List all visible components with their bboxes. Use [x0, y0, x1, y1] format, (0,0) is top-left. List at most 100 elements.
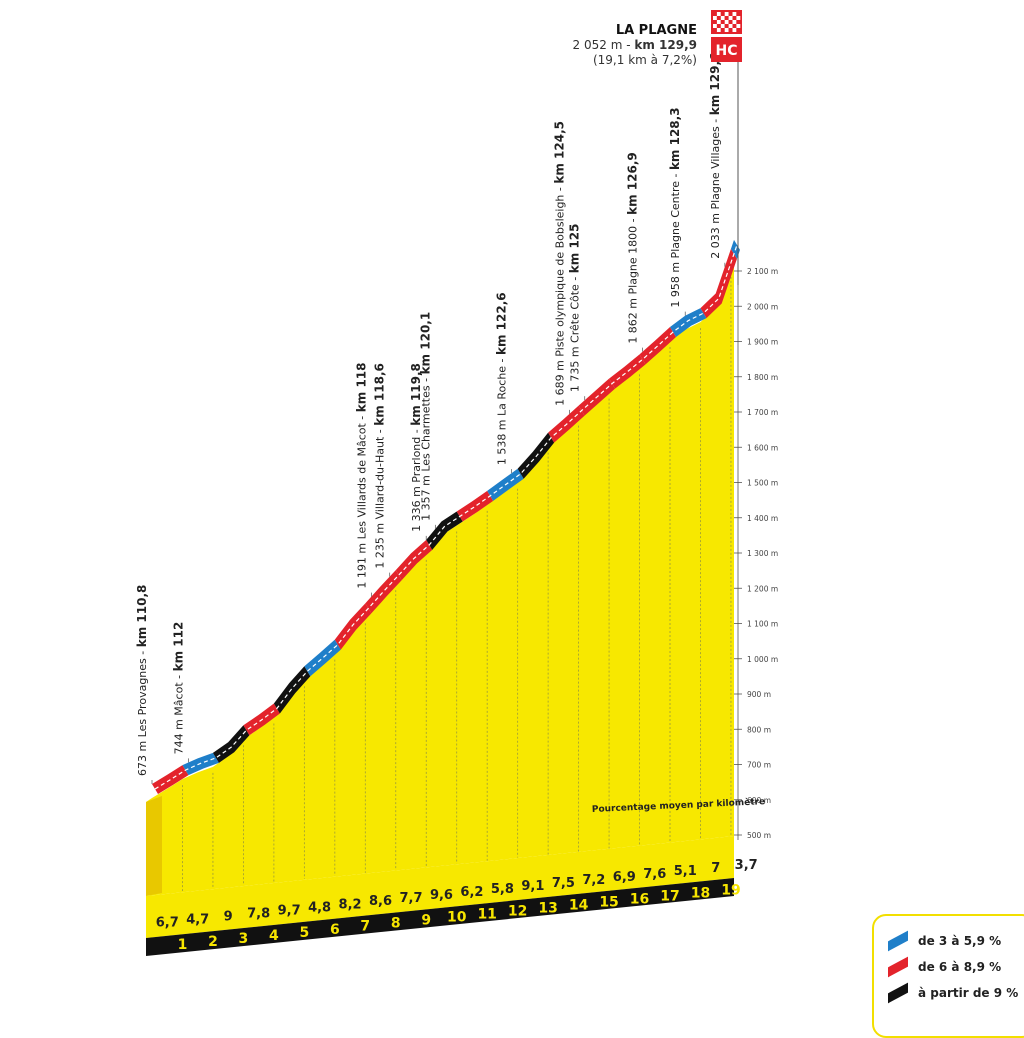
flag-square [724, 28, 729, 32]
gradient-value-label: 7 [711, 861, 720, 876]
gradient-value-label: 9 [224, 909, 233, 924]
gradient-value-label: 7,7 [399, 891, 422, 906]
altitude-tick-label: 1 600 m [747, 443, 778, 452]
waypoint-name: 1 235 m Villard-du-Haut - [374, 426, 387, 569]
black-swatch-icon [888, 982, 908, 1004]
gradient-value-label: 9,1 [521, 879, 544, 894]
gradient-strip [146, 836, 734, 938]
waypoint-km: km 120,1 [418, 312, 432, 375]
gradient-segment [609, 354, 646, 389]
gradient-segment [304, 639, 341, 677]
gradient-legend: de 3 à 5,9 % de 6 à 8,9 % à partir de 9 … [872, 914, 1024, 1038]
gradient-value-label: 5,1 [674, 864, 697, 879]
waypoint-name: 1 357 m Les Charmettes - [419, 374, 432, 520]
waypoint-name: 673 m Les Provagnes - [136, 647, 149, 776]
waypoint-name: 1 191 m Les Villards de Mâcot - [355, 412, 368, 588]
waypoint-label: 744 m Mâcot - km 112 [172, 622, 186, 755]
flag-square [732, 12, 737, 16]
profile-side [146, 796, 162, 896]
flag-square [728, 20, 733, 24]
waypoint-label: 1 336 m Prarlond - km 119,8 [409, 363, 423, 532]
summit-name: LA PLAGNE [616, 23, 697, 38]
altitude-tick-label: 600 m [747, 796, 771, 805]
waypoint-km: km 128,3 [668, 107, 682, 170]
flag-square [713, 20, 717, 24]
gradient-value-label: 4,8 [308, 900, 331, 915]
summit-info-line1: 2 052 m - km 129,9 [573, 38, 697, 52]
km-marker-label: 15 [599, 894, 618, 910]
km-marker-label: 16 [630, 891, 649, 907]
waypoint-km: km 118 [354, 362, 368, 412]
checkered-flag-icon [711, 10, 742, 34]
gradient-value-label: 6,9 [613, 870, 636, 885]
waypoint-name: 1 735 m Crête Côte - [569, 273, 582, 392]
gradient-value-label: 7,2 [582, 873, 605, 888]
profile-fill [146, 253, 734, 897]
waypoint-name: 2 033 m Plagne Villages - [709, 115, 722, 258]
legend-item-6-9: de 6 à 8,9 % [888, 956, 1002, 978]
waypoint-labels: 673 m Les Provagnes - km 110,8 744 m Mâco… [135, 53, 726, 785]
legend-item-3-6: de 3 à 5,9 % [888, 930, 1001, 952]
altitude-tick-label: 1 200 m [747, 584, 778, 593]
gradient-labels: 6,7 4,7 9 7,8 9,7 4,8 8,2 8,6 7,7 9,6 6,2 5,8 9,1 7,5… [156, 858, 758, 931]
summit-info-line2: (19,1 km à 7,2%) [593, 53, 697, 67]
waypoint-label: 1 862 m Plagne 1800 - km 126,9 [626, 152, 640, 343]
waypoint-km: km 125 [568, 223, 582, 273]
km-strip [146, 878, 734, 956]
waypoint-name: 1 862 m Plagne 1800 - [627, 215, 640, 344]
waypoint-km: km 122,6 [495, 292, 509, 355]
legend-label: de 6 à 8,9 % [918, 960, 1002, 974]
km-marker-label: 8 [391, 916, 401, 932]
waypoint-label: 1 689 m Piste olympique de Bobsleigh - k… [552, 121, 566, 406]
flag-square [713, 16, 717, 20]
flag-square [728, 28, 733, 32]
km-marker-label: 10 [447, 910, 467, 926]
km-marker-label: 4 [269, 928, 279, 944]
blue-swatch-icon [888, 930, 908, 952]
gradient-value-label: 8,2 [339, 897, 362, 912]
legend-label: à partir de 9 % [918, 986, 1019, 1000]
flag-square [728, 16, 733, 20]
profile-area [146, 253, 734, 897]
gradient-segment [182, 752, 219, 776]
waypoint-km: km 124,5 [552, 121, 566, 184]
altitude-tick-label: 1 900 m [747, 338, 778, 347]
km-marker-label: 9 [421, 913, 431, 929]
gradient-band [152, 239, 740, 795]
km-marker-label: 3 [239, 931, 249, 947]
flag-square [732, 20, 737, 24]
waypoint-name: 1 538 m La Roche - [496, 355, 509, 465]
gradient-value-label: 7,5 [552, 876, 575, 891]
waypoint-label: 1 735 m Crête Côte - km 125 [568, 223, 582, 392]
gradient-value-label: 9,7 [278, 903, 301, 918]
flag-square [724, 12, 729, 16]
altitude-tick-label: 1 500 m [747, 479, 778, 488]
waypoint-km: km 126,9 [626, 152, 640, 215]
waypoint-name: 744 m Mâcot - [173, 671, 186, 754]
gradient-segment [639, 327, 677, 365]
km-marker-label: 17 [660, 888, 679, 904]
flag-square [736, 12, 741, 16]
waypoint-label: 1 235 m Villard-du-Haut - km 118,6 [373, 363, 387, 568]
altitude-tick-label: 1 100 m [747, 620, 778, 629]
waypoint-km: km 110,8 [135, 585, 149, 648]
road-centerline [154, 244, 738, 790]
km-gridlines [182, 268, 732, 891]
flag-square [720, 20, 725, 24]
gradient-segment [700, 248, 737, 319]
gradient-segment [365, 570, 402, 614]
altitude-tick-label: 800 m [747, 725, 771, 734]
altitude-tick-label: 1 300 m [747, 549, 778, 558]
flag-square [724, 16, 729, 20]
waypoint-name: 1 958 m Plagne Centre - [669, 170, 682, 308]
km-marker-label: 18 [691, 885, 710, 901]
km-marker-label: 5 [299, 925, 309, 941]
hc-badge-label: HC [716, 43, 738, 59]
flag-square [713, 12, 717, 16]
altitude-tick-label: 1 400 m [747, 514, 778, 523]
flag-square [713, 24, 717, 28]
summit-flag: HC [711, 10, 742, 285]
waypoint-label: 2 033 m Plagne Villages - km 129,6 [708, 53, 722, 259]
flag-square [720, 16, 725, 20]
